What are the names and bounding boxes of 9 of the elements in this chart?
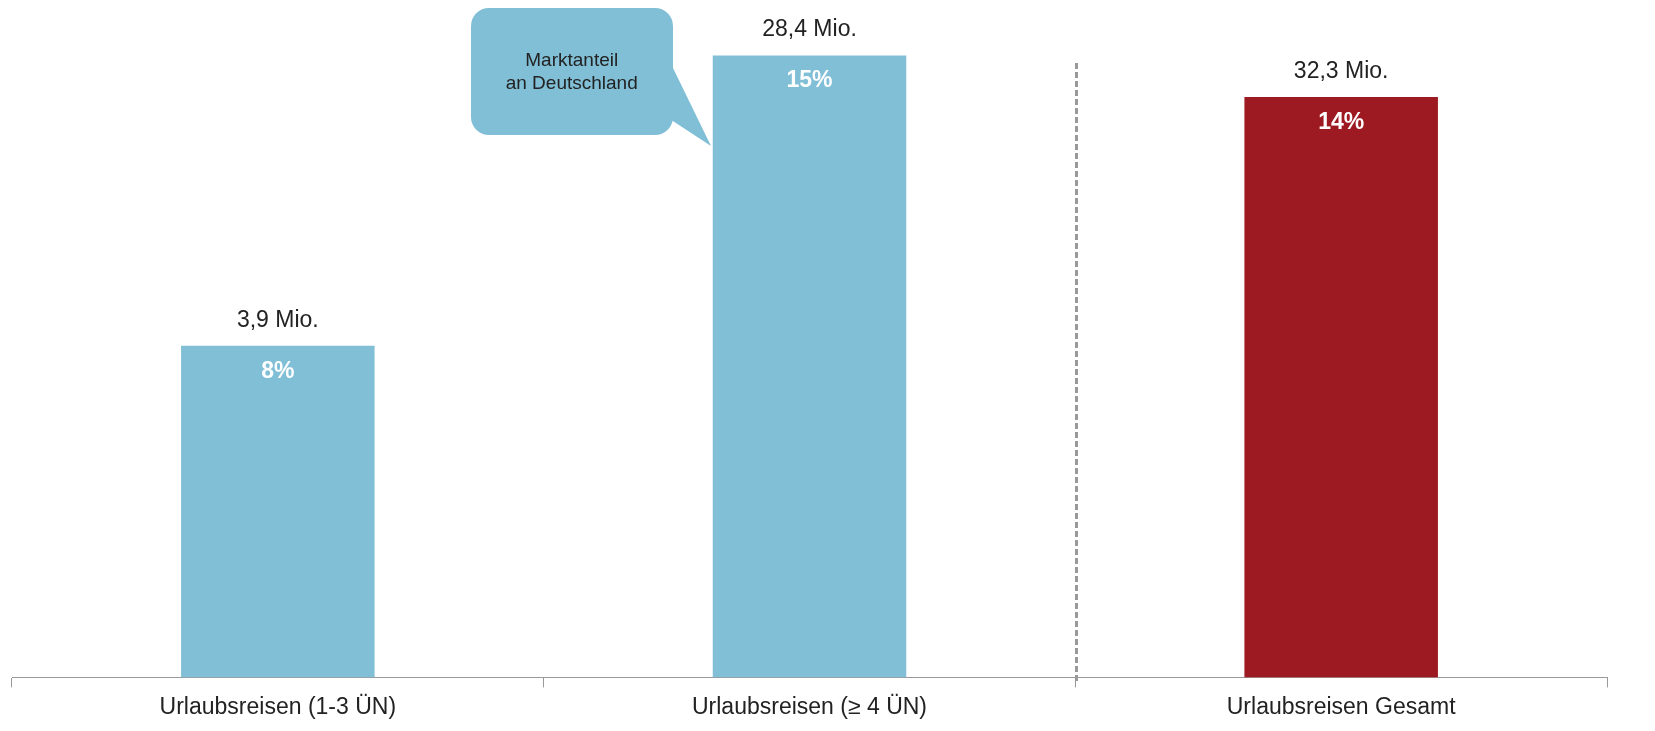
data-label: 8% bbox=[261, 356, 295, 383]
annotation: 3,9 Mio. bbox=[236, 305, 319, 332]
data-label: 14% bbox=[1318, 107, 1365, 134]
x-tick-label: Urlaubsreisen (≥ 4 ÜN) bbox=[691, 692, 928, 719]
annotation: 28,4 Mio. bbox=[762, 15, 857, 42]
data-label: 15% bbox=[786, 66, 833, 93]
x-tick-label: Urlaubsreisen (1-3 ÜN) bbox=[159, 692, 397, 719]
x-tick-label: Urlaubsreisen Gesamt bbox=[1226, 692, 1457, 719]
annotation: 32,3 Mio. bbox=[1293, 56, 1389, 83]
